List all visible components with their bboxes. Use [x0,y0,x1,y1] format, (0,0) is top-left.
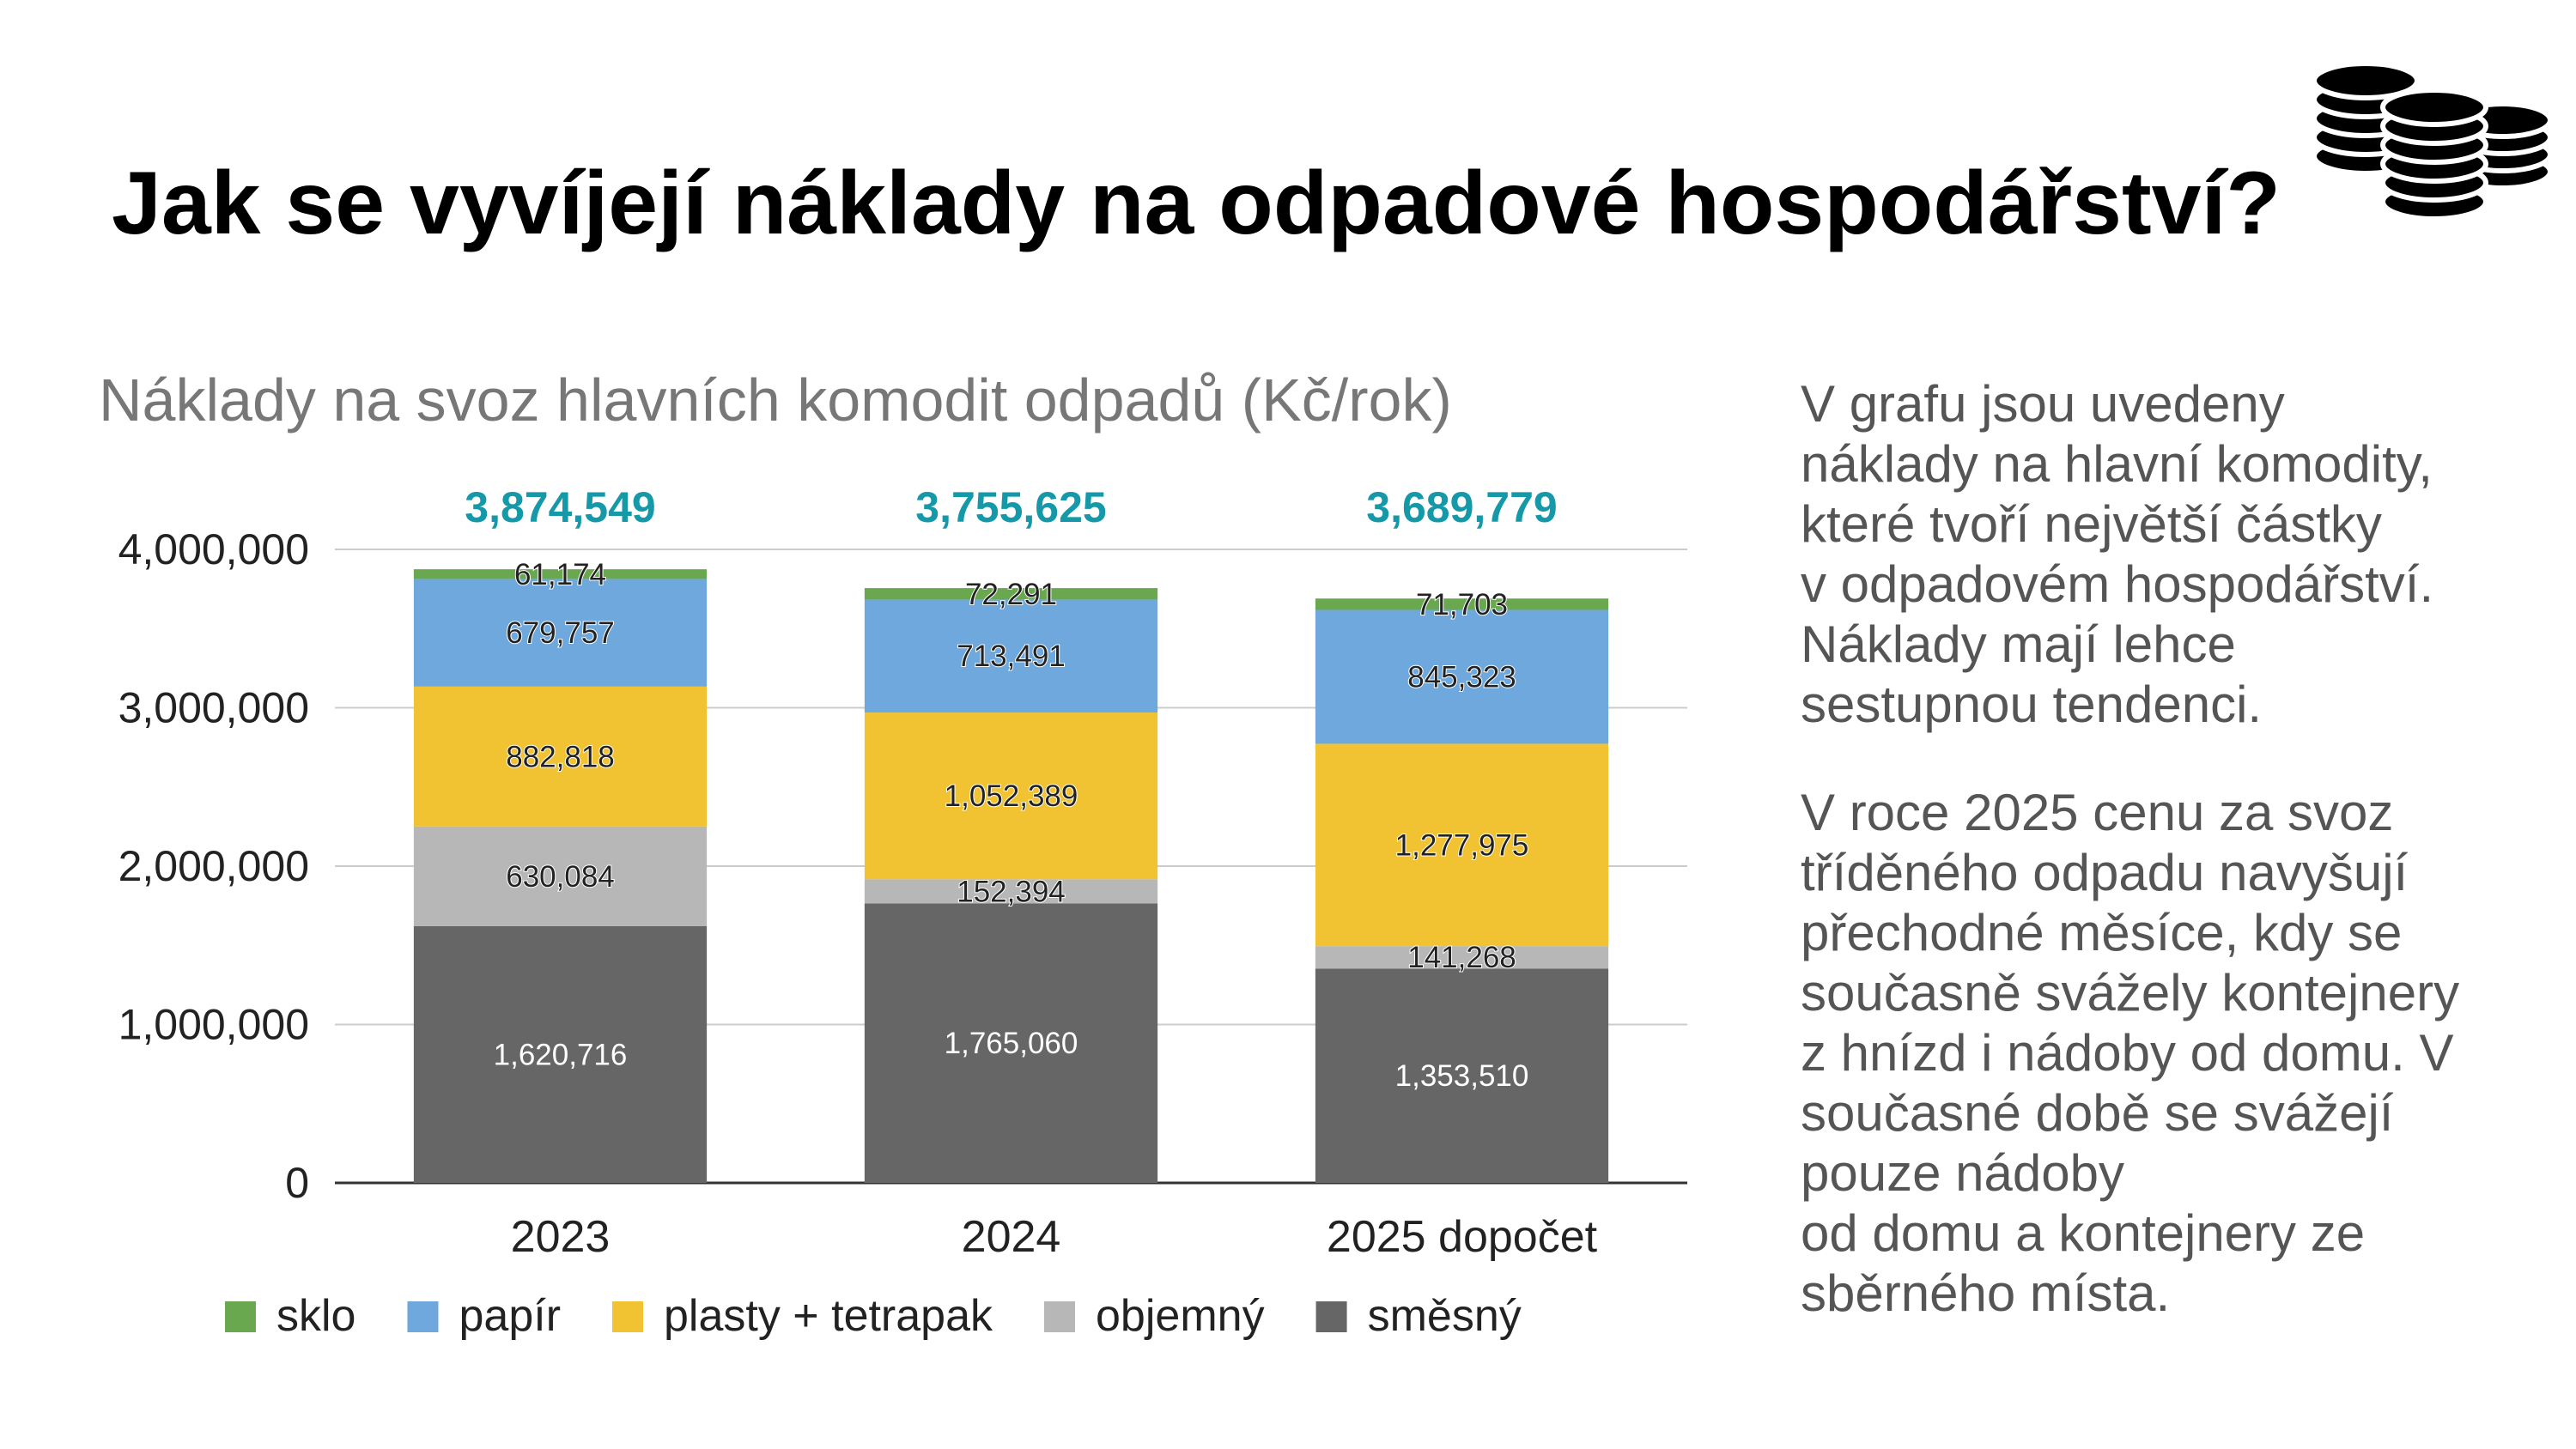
y-tick-label: 0 [285,1159,309,1207]
bar-segment [864,903,1158,1183]
legend-label: sklo [276,1291,355,1341]
description-line: které tvoří největší částky [1801,495,2382,553]
bar-segment [413,686,708,827]
bar-segment [1315,946,1609,969]
stacked-bar-chart: Náklady na svoz hlavních komodit odpadů … [99,367,1687,1341]
data-label: 630,084 [506,860,615,894]
data-label: 1,277,975 [1395,828,1529,862]
description-line: přechodné měsíce, kdy se [1801,904,2403,961]
y-tick-label: 3,000,000 [118,684,309,732]
bar-segment [413,569,708,579]
description-line: Náklady mají lehce [1801,615,2236,673]
description-line: náklady na hlavní komodity, [1801,435,2433,493]
description-line: V roce 2025 cenu za svoz [1801,784,2394,841]
data-label: 141,268 [1407,941,1516,974]
y-tick-label: 2,000,000 [118,842,309,890]
slide-title: Jak se vyvíjejí náklady na odpadové hosp… [112,154,2281,253]
legend-item: sklo [225,1291,355,1341]
description-line: V grafu jsou uvedeny [1801,375,2285,433]
data-label: 1,620,716 [494,1038,628,1071]
y-tick-label: 1,000,000 [118,1001,309,1049]
legend-label: objemný [1096,1291,1265,1341]
description-line: z hnízd i nádoby od domu. V [1801,1024,2454,1082]
coins-icon [2312,61,2553,221]
bar-segment [864,588,1158,600]
data-label: 61,174 [514,558,606,591]
y-tick-label: 4,000,000 [118,525,309,573]
data-label: 1,765,060 [945,1027,1078,1060]
description-line: současně svážely kontejnery [1801,964,2460,1022]
x-tick-label: 2023 [511,1212,611,1262]
bar-segment [1315,968,1609,1183]
bar-segment [413,826,708,926]
legend-item: papír [407,1291,561,1341]
bar-segment [864,712,1158,880]
data-label: 882,818 [506,740,615,773]
legend-label: papír [459,1291,561,1341]
legend-swatch [225,1301,256,1332]
legend-swatch [407,1301,439,1332]
bar-segment [1315,598,1609,610]
x-tick-label: 2024 [962,1212,1061,1262]
data-label: 71,703 [1416,588,1508,621]
legend-swatch [1044,1301,1076,1332]
legend-item: objemný [1044,1291,1265,1341]
data-label: 1,052,389 [945,779,1078,813]
x-tick-label: 2025 dopočet [1327,1212,1598,1262]
bar-segment [1315,609,1609,744]
legend-swatch [612,1301,644,1332]
description-line: současné době se svážejí [1801,1084,2394,1142]
legend-swatch [1315,1301,1347,1332]
total-label: 3,874,549 [465,483,655,531]
description-line: sběrného místa. [1801,1264,2171,1322]
data-label: 713,491 [957,640,1066,673]
description-paragraph-2: V roce 2025 cenu za svoz tříděného odpadu… [1801,783,2539,1324]
legend-item: plasty + tetrapak [612,1291,993,1341]
description-line: pouze nádoby [1801,1144,2124,1202]
description-paragraph-1: V grafu jsou uvedeny náklady na hlavní ko… [1801,374,2539,735]
legend-label: směsný [1368,1291,1522,1341]
total-label: 3,755,625 [915,483,1106,531]
data-label: 72,291 [965,578,1057,611]
data-label: 679,757 [506,616,615,650]
description-line: tříděného odpadu navyšují [1801,844,2409,901]
description-line: sestupnou tendenci. [1801,676,2263,733]
bar-segment [864,599,1158,713]
data-label: 845,323 [1407,660,1516,694]
data-label: 152,394 [957,875,1066,908]
data-label: 1,353,510 [1395,1059,1529,1093]
total-label: 3,689,779 [1366,483,1557,531]
description-line: v odpadovém hospodářství. [1801,555,2434,613]
chart-title: Náklady na svoz hlavních komodit odpadů … [99,367,1452,433]
bar-segment [413,579,708,687]
legend-item: směsný [1315,1291,1522,1341]
legend-label: plasty + tetrapak [664,1291,993,1341]
description-line: od domu a kontejnery ze [1801,1204,2366,1262]
bar-segment [1315,743,1609,947]
bar-segment [864,879,1158,904]
bar-segment [413,925,708,1183]
